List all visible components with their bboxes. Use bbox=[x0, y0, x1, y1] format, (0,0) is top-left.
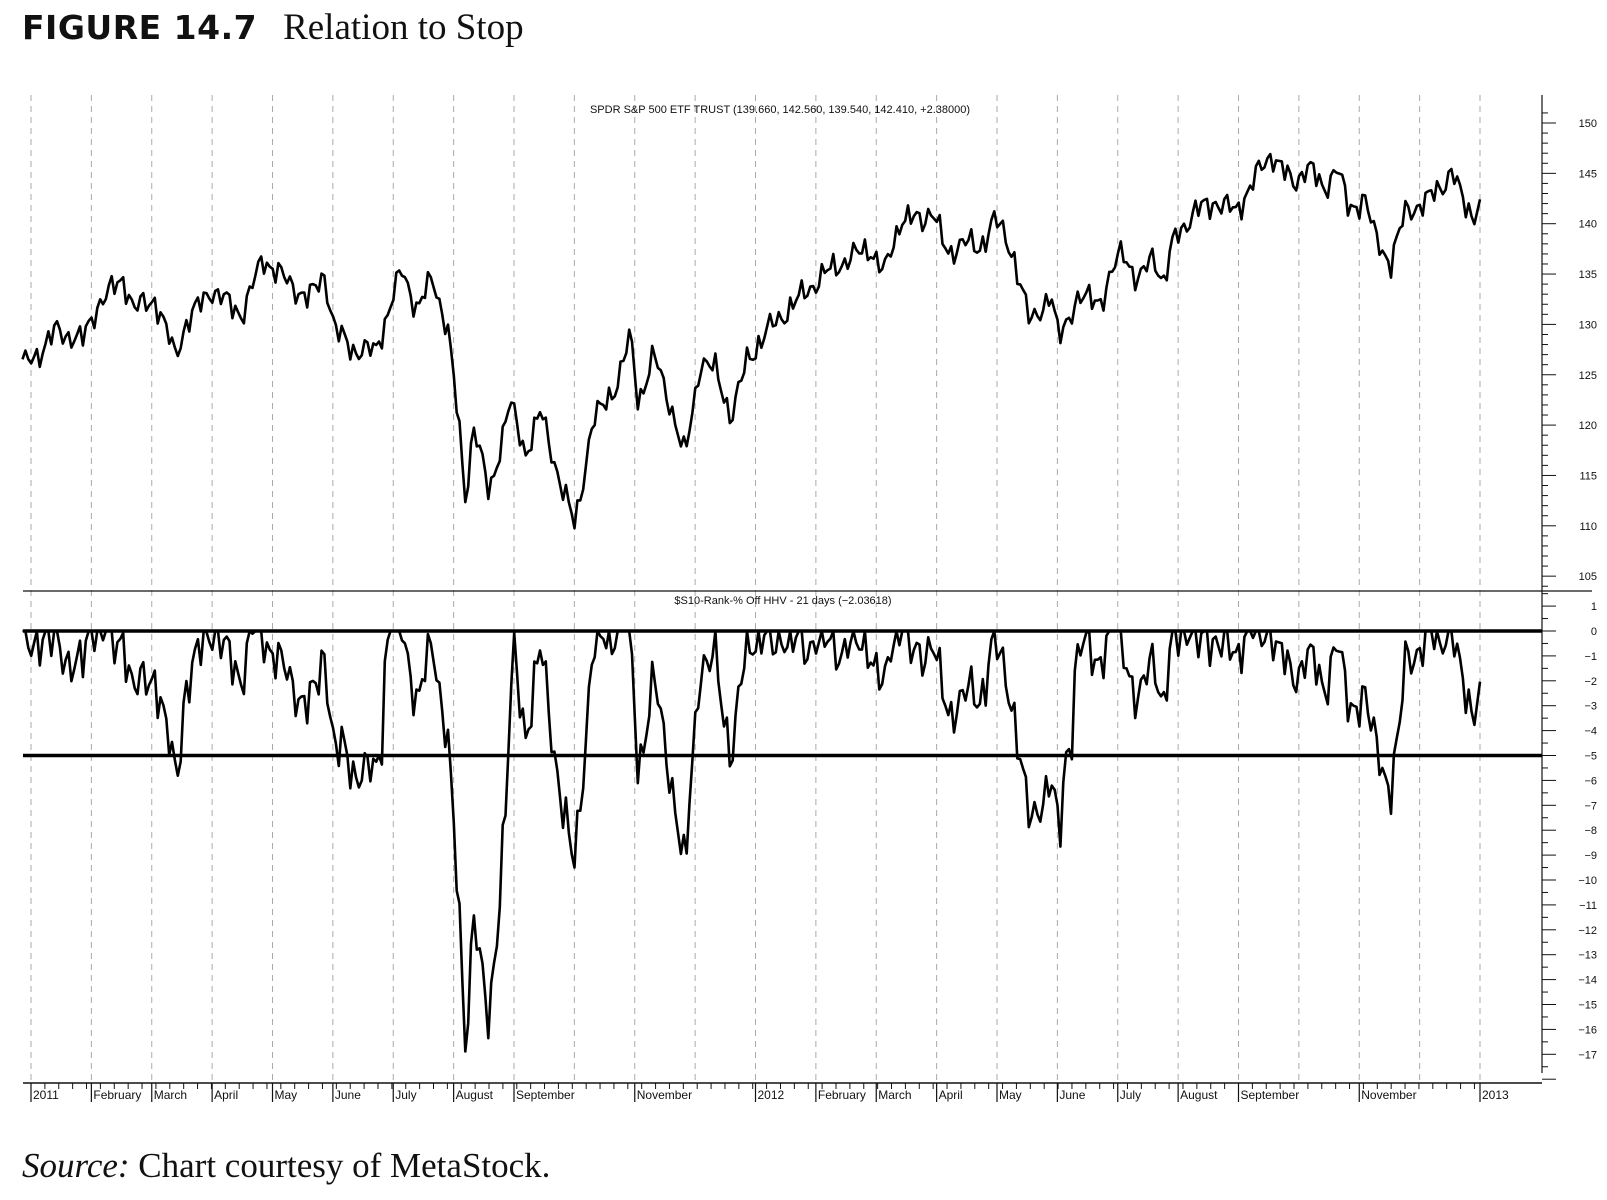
indicator-y-tick-label: −1 bbox=[1584, 651, 1597, 663]
price-y-tick-label: 140 bbox=[1579, 219, 1597, 231]
indicator-y-tick-label: −7 bbox=[1584, 800, 1597, 812]
price-y-tick-label: 145 bbox=[1579, 168, 1597, 180]
indicator-y-tick-label: −6 bbox=[1584, 775, 1597, 787]
price-y-tick-label: 105 bbox=[1579, 571, 1597, 583]
x-tick-label: March bbox=[154, 1088, 187, 1102]
x-tick-label: 2013 bbox=[1482, 1088, 1509, 1102]
price-y-tick-label: 110 bbox=[1579, 521, 1597, 533]
source-label: Source: bbox=[22, 1146, 130, 1185]
source-note: Source: Chart courtesy of MetaStock. bbox=[22, 1146, 550, 1186]
axes: 2011 February March April May June July August S… bbox=[23, 95, 1597, 1102]
x-tick-label: November bbox=[1361, 1088, 1416, 1102]
x-tick-label: November bbox=[637, 1088, 692, 1102]
price-series-line bbox=[21, 152, 1482, 530]
price-y-tick-label: 130 bbox=[1579, 319, 1597, 331]
x-tick-label: April bbox=[214, 1088, 238, 1102]
indicator-y-tick-label: −16 bbox=[1578, 1024, 1597, 1036]
price-y-tick-label: 115 bbox=[1579, 470, 1597, 482]
price-y-tick-label: 125 bbox=[1579, 370, 1597, 382]
x-tick-label: June bbox=[335, 1088, 361, 1102]
figure-title: FIGURE 14.7 Relation to Stop bbox=[22, 6, 524, 49]
x-tick-label: March bbox=[878, 1088, 911, 1102]
x-tick-label: July bbox=[395, 1088, 416, 1102]
indicator-y-tick-label: −8 bbox=[1584, 825, 1597, 837]
indicator-y-tick-label: −12 bbox=[1578, 925, 1597, 937]
price-chart-title: SPDR S&P 500 ETF TRUST (139.660, 142.560… bbox=[590, 104, 970, 116]
x-tick-label: August bbox=[456, 1088, 494, 1102]
x-tick-label: 2011 bbox=[33, 1088, 59, 1102]
indicator-y-tick-label: −15 bbox=[1578, 1000, 1597, 1012]
indicator-y-tick-label: −14 bbox=[1578, 975, 1597, 987]
indicator-y-tick-label: −13 bbox=[1578, 950, 1597, 962]
indicator-series-line bbox=[22, 629, 1482, 1053]
x-tick-label: August bbox=[1180, 1088, 1218, 1102]
indicator-y-tick-label: −10 bbox=[1578, 875, 1597, 887]
x-tick-label: April bbox=[939, 1088, 963, 1102]
indicator-y-tick-label: 0 bbox=[1591, 626, 1597, 638]
plots bbox=[21, 152, 1542, 1053]
price-y-tick-label: 135 bbox=[1579, 269, 1597, 281]
price-y-tick-label: 120 bbox=[1579, 420, 1597, 432]
x-tick-label: February bbox=[93, 1088, 141, 1102]
x-tick-label: September bbox=[1241, 1088, 1300, 1102]
indicator-chart-title: $S10-Rank-% Off HHV - 21 days (−2.03618) bbox=[674, 595, 891, 607]
figure-name: Relation to Stop bbox=[283, 7, 524, 48]
gridlines bbox=[30, 95, 1481, 1083]
indicator-y-tick-label: −4 bbox=[1584, 726, 1597, 738]
x-tick-label: May bbox=[999, 1088, 1022, 1102]
indicator-y-tick-label: −3 bbox=[1584, 701, 1597, 713]
x-tick-label: 2012 bbox=[758, 1088, 785, 1102]
x-tick-label: June bbox=[1059, 1088, 1085, 1102]
x-tick-label: February bbox=[818, 1088, 866, 1102]
x-tick-label: May bbox=[275, 1088, 298, 1102]
indicator-y-tick-label: 1 bbox=[1591, 601, 1597, 613]
price-y-tick-label: 150 bbox=[1579, 118, 1597, 130]
x-tick-label: July bbox=[1120, 1088, 1141, 1102]
indicator-y-tick-label: −2 bbox=[1584, 676, 1597, 688]
indicator-y-tick-label: −17 bbox=[1578, 1049, 1597, 1061]
indicator-y-tick-label: −11 bbox=[1579, 900, 1597, 912]
source-text: Chart courtesy of MetaStock. bbox=[129, 1146, 551, 1185]
figure-number: FIGURE 14.7 bbox=[22, 8, 258, 47]
x-tick-label: September bbox=[516, 1088, 575, 1102]
indicator-y-tick-label: −5 bbox=[1584, 751, 1597, 763]
indicator-y-tick-label: −9 bbox=[1584, 850, 1597, 862]
